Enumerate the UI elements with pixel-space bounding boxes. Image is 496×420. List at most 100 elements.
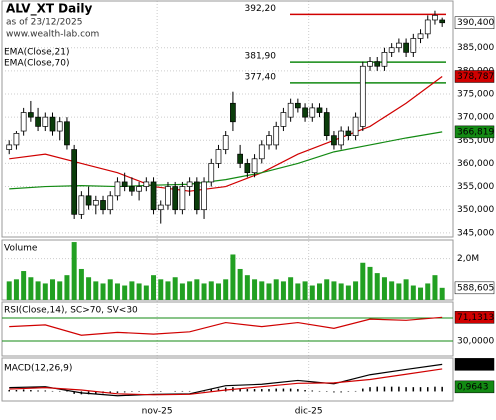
bar — [374, 273, 380, 300]
histogram-bar — [426, 387, 429, 392]
bar — [381, 277, 387, 300]
bar — [295, 283, 301, 300]
histogram-bar — [275, 388, 277, 392]
watermark: www.wealth-lab.com — [6, 30, 99, 40]
histogram-bar — [246, 389, 249, 392]
candle-body — [179, 186, 186, 211]
bar — [136, 283, 142, 300]
bar — [223, 279, 229, 300]
value-tag-label: 378,787 — [457, 72, 494, 82]
candle-body — [331, 135, 337, 146]
value-tag — [454, 16, 495, 29]
bar — [309, 285, 315, 300]
bar — [338, 283, 344, 300]
histogram-bar — [95, 391, 97, 394]
chart-title: ALV_XT Daily — [6, 2, 92, 17]
candle-body — [352, 116, 359, 137]
bar — [432, 275, 438, 300]
candle-body — [121, 181, 128, 187]
bar — [403, 279, 409, 300]
candle-body — [49, 116, 56, 132]
candle-body — [388, 47, 395, 53]
candle-body — [266, 135, 272, 146]
candle-body — [432, 14, 438, 21]
histogram-bar — [441, 386, 443, 392]
bar — [57, 281, 63, 300]
legend-entry: EMA(Close,21) — [4, 48, 69, 58]
bar — [78, 268, 84, 300]
bar — [129, 281, 135, 300]
candle-body — [237, 153, 243, 164]
candle-body — [403, 42, 409, 53]
bar — [345, 285, 351, 300]
histogram-bar — [217, 388, 220, 392]
bar — [273, 279, 279, 300]
y-tick-label: 350,000 — [457, 205, 494, 215]
histogram-bar — [369, 387, 371, 392]
line — [9, 131, 443, 190]
histogram-bar — [340, 391, 342, 393]
y-tick-label: 345,000 — [457, 228, 494, 238]
histogram-bar — [268, 389, 270, 392]
candle-body — [222, 135, 229, 150]
histogram-bar — [362, 388, 364, 392]
bar — [165, 281, 171, 300]
candle-body — [345, 130, 352, 137]
value-tag — [454, 125, 495, 139]
candle-body — [302, 107, 308, 118]
candle-body — [280, 112, 287, 127]
panel-title: RSI(Close,14), SC>70, SV<30 — [4, 306, 138, 316]
bar — [86, 277, 92, 300]
bar — [237, 268, 243, 300]
bar — [93, 281, 99, 300]
histogram-bar — [383, 386, 386, 392]
bar — [418, 287, 424, 300]
candle-body — [295, 102, 301, 109]
bar — [122, 285, 128, 300]
bar — [331, 281, 337, 300]
bar — [28, 277, 34, 300]
candle-body — [417, 33, 424, 39]
bar — [280, 281, 286, 300]
x-tick-label: dic-25 — [295, 407, 323, 417]
histogram-bar — [376, 386, 378, 392]
bar — [21, 271, 27, 300]
bar — [410, 285, 416, 300]
value-tag-label: 390,400 — [457, 18, 494, 28]
histogram-bar — [44, 390, 47, 392]
candle-body — [374, 61, 381, 67]
candle-body — [71, 149, 78, 215]
y-tick-label: 370,000 — [457, 113, 494, 123]
bar — [317, 283, 323, 300]
histogram-bar — [22, 389, 25, 392]
bar — [259, 281, 265, 300]
bar — [425, 283, 431, 300]
candle-body — [201, 181, 207, 211]
bar — [6, 281, 12, 300]
candle-body — [424, 19, 431, 35]
y-tick-label: 360,000 — [457, 159, 494, 169]
y-tick-label: 375,000 — [457, 90, 494, 100]
histogram-bar — [239, 388, 241, 392]
panel-frame — [1, 301, 454, 357]
histogram-bar — [412, 387, 415, 392]
bar — [35, 281, 41, 300]
value-tag — [454, 311, 495, 324]
value-tag — [454, 281, 495, 295]
y-tick-label: 355,000 — [457, 182, 494, 192]
candle-body — [64, 121, 70, 146]
value-tag — [454, 380, 495, 394]
histogram-bar — [8, 390, 10, 392]
histogram-bar — [282, 388, 285, 392]
bar — [208, 281, 214, 300]
bar — [353, 281, 359, 300]
bar — [13, 279, 19, 300]
candle-body — [287, 102, 294, 118]
bar — [107, 279, 113, 300]
bar — [266, 283, 272, 300]
value-tag — [454, 358, 495, 371]
candle-body — [439, 19, 446, 24]
line — [9, 316, 443, 336]
